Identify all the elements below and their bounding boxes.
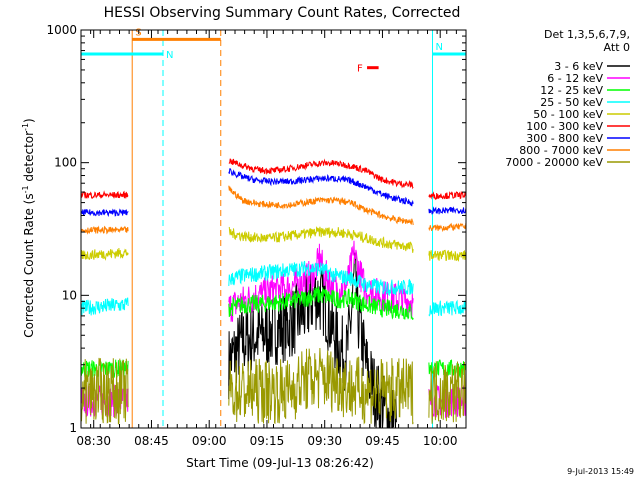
series-layer [81, 158, 466, 428]
legend-entry-label: 100 - 300 keV [526, 120, 603, 133]
y-axis-label-mid: detector [22, 131, 36, 186]
x-tick-label: 08:30 [76, 434, 111, 448]
generation-timestamp: 9-Jul-2013 15:49 [567, 467, 634, 476]
y-tick-label: 1 [69, 421, 77, 435]
y-axis-label-sup2: -1 [21, 123, 30, 131]
y-tick-label: 100 [54, 156, 77, 170]
chart-title: HESSI Observing Summary Count Rates, Cor… [104, 5, 461, 21]
y-tick-label: 10 [62, 288, 77, 302]
legend-header-line1: Det 1,3,5,6,7,9, [544, 28, 630, 41]
series-line [81, 168, 466, 218]
x-tick-label: 09:15 [250, 434, 285, 448]
y-axis-label: Corrected Count Rate (s-1 detector-1) [21, 118, 36, 337]
x-tick-label: 08:45 [134, 434, 169, 448]
series-line [81, 347, 466, 425]
x-tick-label: 09:30 [307, 434, 342, 448]
legend-entry-label: 12 - 25 keV [540, 84, 603, 97]
plot-area: SNNF 08:3008:4509:0009:1509:3009:4510:00… [46, 23, 467, 448]
x-tick-label: 09:00 [192, 434, 227, 448]
legend-header-line2: Att 0 [604, 41, 630, 54]
legend-entry-label: 800 - 7000 keV [519, 144, 603, 157]
series-line [81, 158, 466, 201]
series-line [81, 185, 466, 235]
flag-label: F [357, 64, 363, 75]
y-tick-label: 1000 [46, 23, 77, 37]
y-axis-label-sup1: -1 [21, 185, 30, 193]
legend-entry-label: 50 - 100 keV [533, 108, 603, 121]
legend-entry-label: 7000 - 20000 keV [505, 156, 603, 169]
legend-entry-label: 3 - 6 keV [554, 60, 603, 73]
legend-entry-label: 6 - 12 keV [547, 72, 603, 85]
legend-entry-label: 25 - 50 keV [540, 96, 603, 109]
series-line [228, 252, 397, 428]
flag-label: N [166, 50, 173, 61]
x-tick-label: 10:00 [423, 434, 458, 448]
series-line [81, 226, 466, 262]
x-tick-label: 09:45 [365, 434, 400, 448]
y-axis: 1 10 100 1000 [46, 23, 466, 435]
x-axis: 08:30 08:45 09:00 09:15 09:30 09:45 10:00 [76, 30, 467, 448]
y-axis-label-end: ) [22, 118, 36, 123]
y-axis-label-main: Corrected Count Rate (s [22, 193, 36, 337]
flag-label: N [436, 42, 443, 53]
series-line [81, 260, 466, 317]
legend-entry-label: 300 - 800 keV [526, 132, 603, 145]
x-axis-label: Start Time (09-Jul-13 08:26:42) [186, 456, 374, 470]
